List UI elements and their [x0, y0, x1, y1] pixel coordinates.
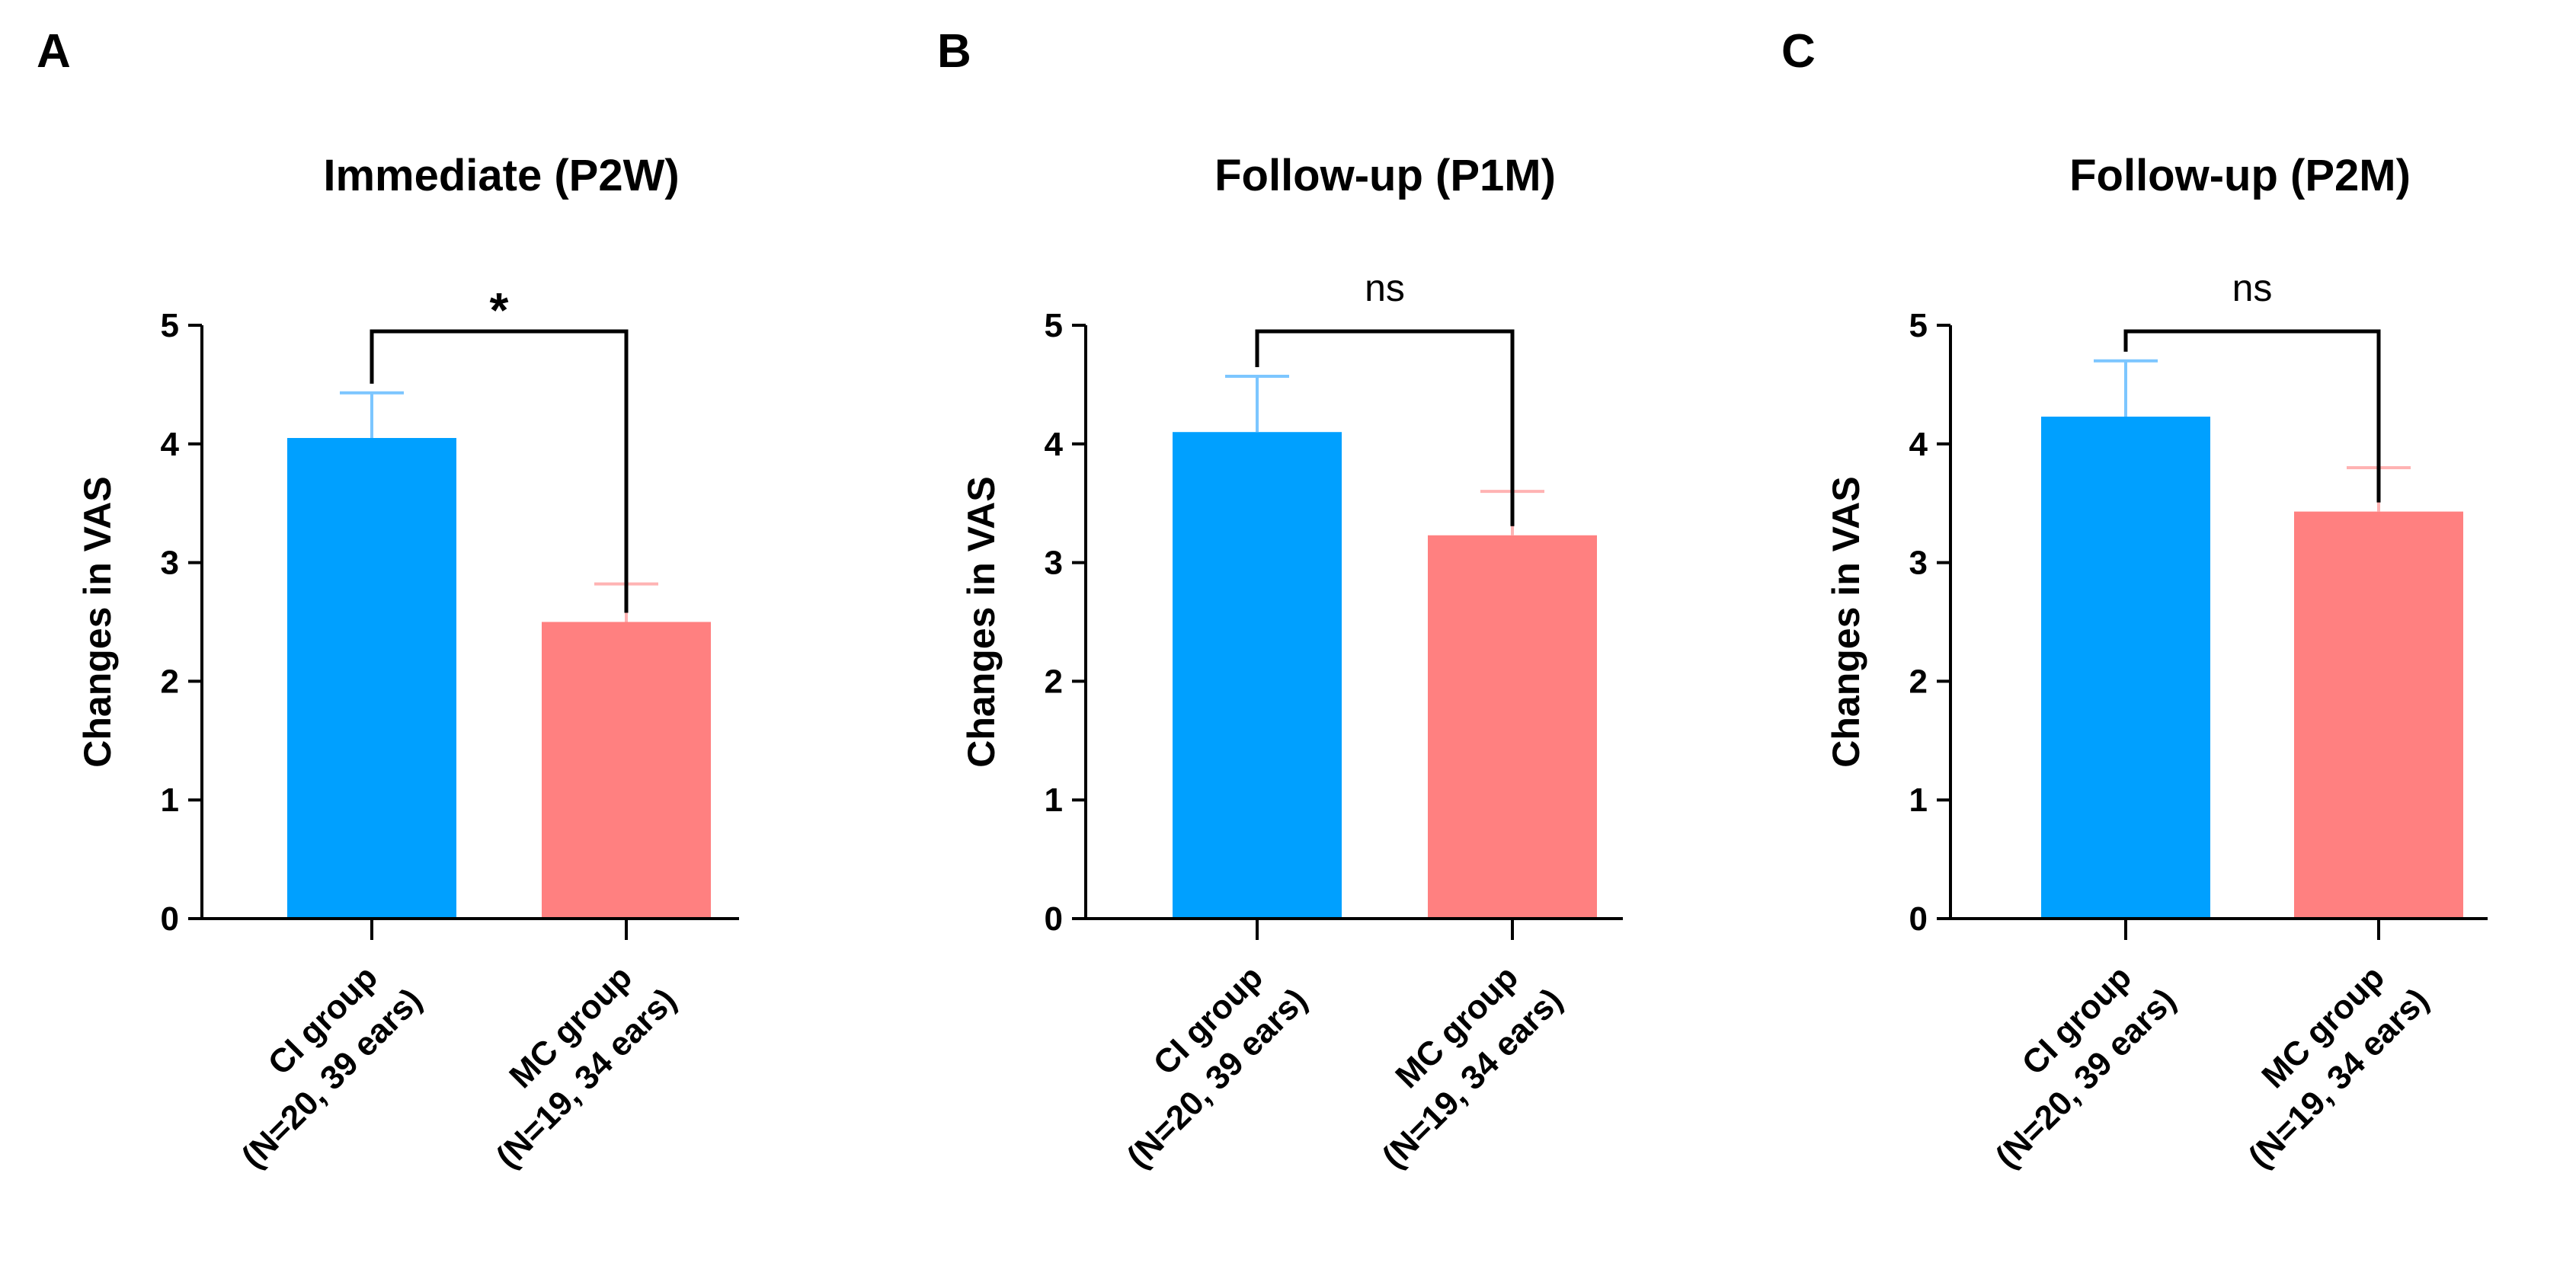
panel-a-y-tick-label: 3 [161, 545, 179, 582]
panel-a-y-tick-label: 1 [161, 782, 179, 819]
panel-c-bar-2 [2294, 511, 2463, 919]
panel-c-y-tick-label: 0 [1909, 900, 1928, 938]
panel-c-category-label-1: CI group(N=20, 39 ears) [1955, 948, 2183, 1175]
panel-a-category-label-1: CI group(N=20, 39 ears) [201, 948, 429, 1175]
panel-b-significance-label: ns [1365, 267, 1405, 309]
panel-b-category-label-2: MC group(N=19, 34 ears) [1342, 948, 1570, 1175]
panel-c-significance-bracket [2123, 329, 2381, 503]
panel-c-y-tick-label: 5 [1909, 307, 1928, 344]
panel-a-y-tick-label: 0 [161, 900, 179, 938]
panel-b-category-label-1: CI group(N=20, 39 ears) [1086, 948, 1314, 1175]
panel-b-title: Follow-up (P1M) [1214, 151, 1556, 200]
panel-a-y-tick-label: 5 [161, 307, 179, 344]
panel-a-significance-label: * [490, 283, 509, 337]
panel-a-bar-1 [287, 438, 456, 919]
panel-a-y-tick-label: 4 [161, 426, 180, 463]
panel-a-category-label-2: MC group(N=19, 34 ears) [456, 948, 683, 1175]
panel-b-y-tick-label: 4 [1045, 426, 1064, 463]
panel-c-title: Follow-up (P2M) [2069, 151, 2411, 200]
panel-a-bar-2 [542, 622, 711, 919]
panel-b-letter: B [937, 25, 971, 78]
panel-a-significance-bracket [370, 329, 629, 613]
panel-b-y-tick-label: 1 [1045, 782, 1063, 819]
panel-b-y-axis-label: Changes in VAS [960, 476, 1003, 767]
panel-c-y-tick-label: 1 [1909, 782, 1928, 819]
panel-a-title: Immediate (P2W) [323, 151, 679, 200]
panel-b-bar-2 [1428, 535, 1597, 919]
panel-c-category-label-2: MC group(N=19, 34 ears) [2208, 948, 2436, 1175]
panel-b-y-tick-label: 2 [1045, 663, 1063, 700]
panel-b-significance-bracket [1255, 329, 1515, 526]
panel-c-y-tick-label: 3 [1909, 545, 1928, 582]
panel-a-y-tick-label: 2 [161, 663, 179, 700]
panel-a-letter: A [37, 25, 71, 78]
panel-c-letter: C [1781, 25, 1816, 78]
panel-c-y-tick-label: 4 [1909, 426, 1928, 463]
panel-c-bar-1 [2041, 416, 2210, 919]
panel-b-y-tick-label: 3 [1045, 545, 1063, 582]
panel-c-y-tick-label: 2 [1909, 663, 1928, 700]
panel-b-y-tick-label: 0 [1045, 900, 1063, 938]
panel-a-y-axis-label: Changes in VAS [76, 476, 119, 767]
panel-b-y-tick-label: 5 [1045, 307, 1063, 344]
panel-c-significance-label: ns [2232, 267, 2273, 309]
panel-c-y-axis-label: Changes in VAS [1825, 476, 1867, 767]
panel-b-bar-1 [1173, 432, 1342, 919]
